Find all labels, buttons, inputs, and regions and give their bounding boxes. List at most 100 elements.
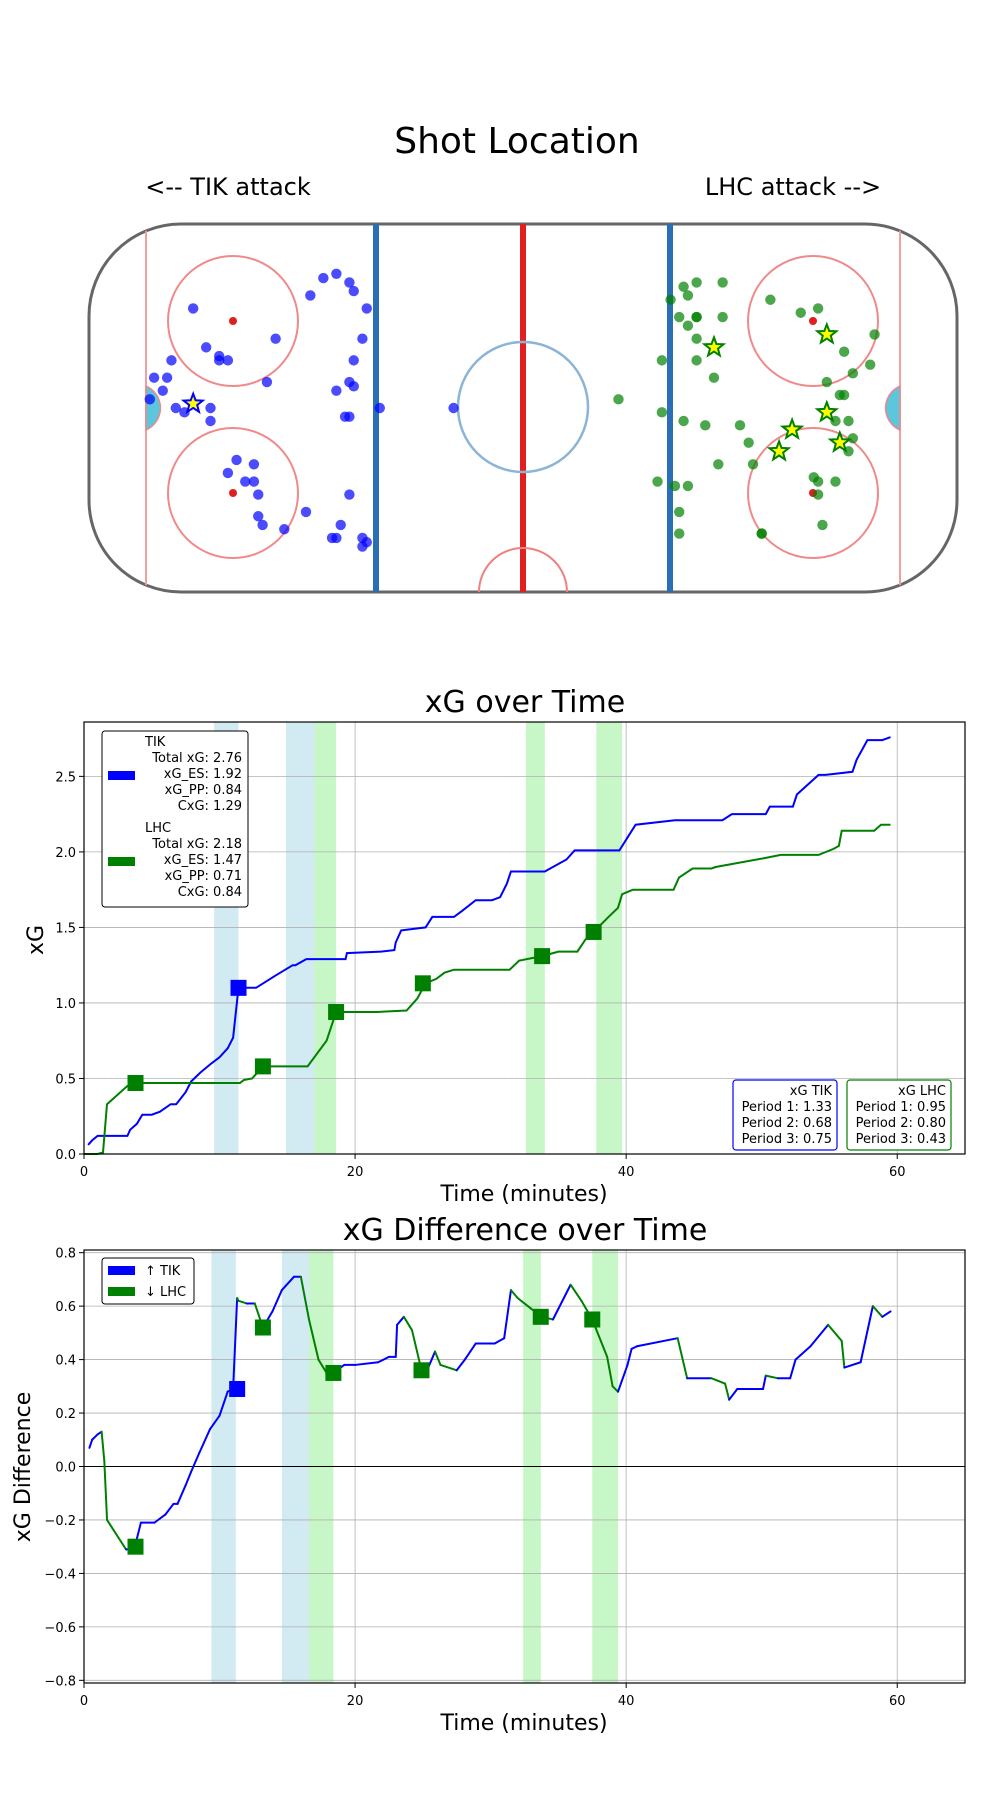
diff-line-segment xyxy=(859,1305,874,1364)
period-box-lhc-frame xyxy=(846,1079,952,1151)
y-tick-label: 2.5 xyxy=(55,770,76,785)
lhc-shot-point xyxy=(674,506,685,518)
y-tick-label: 0.0 xyxy=(55,1148,76,1163)
lhc-goal-marker xyxy=(127,1538,144,1555)
lhc-shot-point xyxy=(678,281,689,292)
diff-line-segment xyxy=(724,1382,731,1401)
lhc-shot-point xyxy=(656,355,668,366)
lhc-shot-point xyxy=(717,311,728,323)
tik-shot-point xyxy=(253,489,264,500)
diff-line-segment xyxy=(218,1390,229,1417)
diff-line-segment xyxy=(626,1347,633,1366)
diff-chart-title: xG Difference over Time xyxy=(343,1213,708,1248)
xg-chart-xlabel: Time (minutes) xyxy=(439,1182,607,1207)
y-tick-label: 0.2 xyxy=(55,1407,76,1422)
tik-shot-point xyxy=(166,355,177,366)
x-tick-label: 0 xyxy=(80,1165,88,1180)
period-lhc-p3: Period 3: 0.43 xyxy=(856,1132,946,1147)
diff-line-segment xyxy=(764,1374,779,1380)
legend-box xyxy=(101,730,249,908)
lhc-shot-point xyxy=(656,407,668,418)
right-crease xyxy=(884,384,901,432)
tik-shot-point xyxy=(200,342,212,353)
tik-shot-point xyxy=(248,476,260,487)
diff-line-segment xyxy=(710,1377,720,1382)
tik-shot-point xyxy=(257,519,268,531)
tik-shot-point xyxy=(344,277,355,288)
diff-chart-ylabel: xG Difference xyxy=(11,1392,36,1542)
lhc-goal-star xyxy=(827,429,853,454)
diff-line-segment xyxy=(237,1299,248,1305)
lhc-shot-point xyxy=(669,480,681,492)
tik-shot-point xyxy=(248,459,260,470)
lhc-shot-point xyxy=(743,437,754,448)
lhc-goal-marker xyxy=(413,1362,430,1379)
rink-title: Shot Location xyxy=(394,121,640,162)
diff-line-segment xyxy=(509,1289,519,1300)
lhc-shot-point xyxy=(713,459,724,470)
tik-goal-marker xyxy=(230,979,247,996)
tik-shot-point xyxy=(205,402,216,414)
x-tick-label: 20 xyxy=(347,1694,364,1709)
diff-line-segment xyxy=(717,1379,727,1385)
lhc-goal-marker xyxy=(585,923,602,940)
xg-chart-ylabel: xG xyxy=(24,925,49,955)
hockey-rink xyxy=(87,222,959,594)
goal-markers xyxy=(127,1308,601,1555)
diff-line-segment xyxy=(100,1430,106,1463)
lhc-shot-point xyxy=(869,329,880,340)
diff-line-segment xyxy=(827,1323,843,1342)
y-tick-label: 1.0 xyxy=(55,997,76,1012)
tik-shot-point xyxy=(240,476,251,487)
diff-line-segment xyxy=(307,1318,320,1361)
diff-line-segment xyxy=(153,1513,167,1524)
lhc-goal-star xyxy=(701,334,727,358)
lhc-shot-point xyxy=(734,420,746,431)
lhc-shot-point xyxy=(812,489,824,500)
diff-line-segment xyxy=(463,1342,477,1361)
lhc-goal-marker xyxy=(254,1058,271,1075)
y-tick-label: 0.8 xyxy=(55,1247,76,1262)
diff-chart-xlabel: Time (minutes) xyxy=(439,1711,607,1736)
legend-tik-es: xG_ES: 1.92 xyxy=(164,767,242,782)
diff-line-segment xyxy=(516,1297,533,1310)
lhc-shot-point xyxy=(682,320,694,331)
period-lhc-p2: Period 2: 0.80 xyxy=(856,1116,946,1131)
legend-lhc-name: LHC xyxy=(145,821,171,836)
period-tik-p3: Period 3: 0.75 xyxy=(742,1132,832,1147)
diff-legend: ↑ TIK ↓ LHC xyxy=(101,1257,195,1305)
tik-shot-point xyxy=(331,268,342,279)
tik-shot-point xyxy=(148,372,160,383)
faceoff-dot xyxy=(229,489,237,497)
lhc-shot-point xyxy=(717,277,728,288)
tik-shot-point xyxy=(305,290,316,301)
faceoff-circle xyxy=(747,255,879,387)
faceoff-dot xyxy=(809,317,817,325)
lhc-shot-point xyxy=(678,415,689,427)
axis-ticks: 0 20 40 60 0.0 0.5 1.0 1.5 2.0 2.5 xyxy=(55,770,905,1180)
tik-shot-point xyxy=(253,511,264,522)
lhc-goal-star xyxy=(766,438,792,462)
tik-shot-point xyxy=(157,385,168,396)
tik-shot-point xyxy=(357,333,368,344)
diff-line-segment xyxy=(493,1337,506,1345)
lhc-shot-point xyxy=(795,307,806,318)
lhc-shot-point xyxy=(691,277,702,288)
xg-legend: TIK Total xG: 2.76 xG_ES: 1.92 xG_PP: 0.… xyxy=(101,730,249,908)
lhc-goal-star xyxy=(779,416,805,441)
lhc-shot-point xyxy=(843,415,854,427)
legend-tik-name: TIK xyxy=(144,735,166,750)
diff-line-segment xyxy=(809,1323,830,1348)
period-tik-p1: Period 1: 1.33 xyxy=(742,1100,832,1115)
tik-shot-point xyxy=(344,411,355,422)
diff-line-segment xyxy=(209,1414,221,1431)
tik-penalty-band xyxy=(285,722,315,1154)
faceoff-circle xyxy=(747,427,879,559)
lhc-shot-point xyxy=(674,311,685,323)
tik-shot-point xyxy=(357,532,368,544)
tik-legend-swatch xyxy=(108,1266,135,1275)
x-tick-label: 20 xyxy=(347,1165,364,1180)
diff-line-segment xyxy=(569,1283,583,1302)
period-tik-title: xG TIK xyxy=(790,1084,833,1099)
